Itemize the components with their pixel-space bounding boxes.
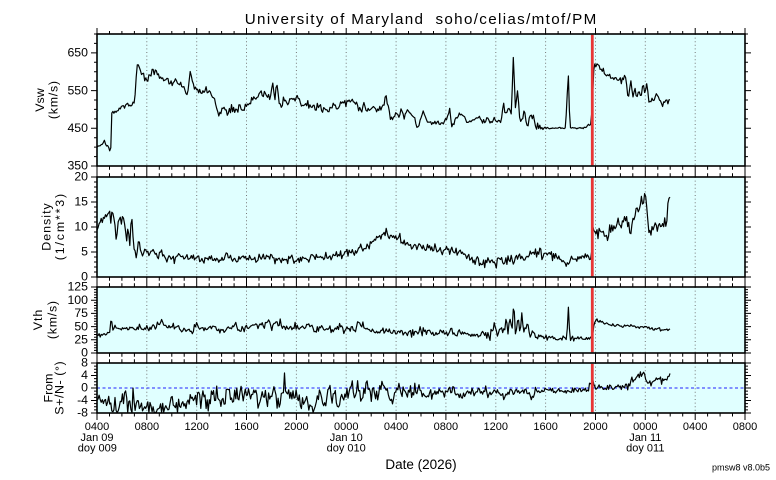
svg-text:(km/s): (km/s): [46, 301, 60, 339]
svg-text:1200: 1200: [484, 421, 508, 433]
svg-text:20: 20: [74, 170, 88, 184]
svg-text:25: 25: [74, 333, 88, 347]
svg-text:0400: 0400: [683, 421, 707, 433]
svg-text:Density: Density: [40, 202, 54, 250]
svg-text:University of Maryland soho/c: University of Maryland soho/celias/mtof/…: [245, 11, 597, 28]
svg-text:350: 350: [67, 159, 88, 173]
svg-text:(1/cm**3): (1/cm**3): [53, 194, 67, 260]
svg-text:2000: 2000: [583, 421, 607, 433]
svg-text:Jan 10: Jan 10: [330, 432, 363, 444]
svg-text:50: 50: [74, 319, 88, 333]
svg-text:(km/s): (km/s): [47, 81, 61, 119]
svg-text:pmsw8 v8.0b5: pmsw8 v8.0b5: [712, 462, 770, 472]
svg-text:-4: -4: [77, 393, 88, 407]
svg-text:15: 15: [74, 195, 88, 209]
svg-text:Vsw: Vsw: [33, 88, 47, 111]
svg-text:0400: 0400: [85, 421, 109, 433]
svg-text:650: 650: [67, 46, 88, 60]
svg-text:100: 100: [67, 293, 88, 307]
svg-text:doy 009: doy 009: [78, 443, 117, 455]
svg-text:4: 4: [81, 368, 88, 382]
svg-text:0400: 0400: [384, 421, 408, 433]
svg-text:0: 0: [81, 381, 88, 395]
svg-text:1600: 1600: [234, 421, 258, 433]
svg-text:0000: 0000: [334, 421, 358, 433]
svg-text:450: 450: [67, 121, 88, 135]
svg-text:Date (2026): Date (2026): [385, 457, 456, 472]
svg-text:Jan 09: Jan 09: [80, 432, 113, 444]
svg-text:1600: 1600: [533, 421, 557, 433]
svg-text:0800: 0800: [135, 421, 159, 433]
svg-text:2000: 2000: [284, 421, 308, 433]
svg-text:1200: 1200: [184, 421, 208, 433]
svg-text:125: 125: [67, 280, 88, 294]
svg-text:0000: 0000: [633, 421, 657, 433]
svg-text:5: 5: [81, 245, 88, 259]
svg-text:doy 011: doy 011: [626, 443, 664, 455]
svg-text:Jan 11: Jan 11: [629, 432, 661, 444]
svg-text:0800: 0800: [434, 421, 458, 433]
svg-text:From: From: [42, 374, 56, 403]
svg-text:75: 75: [74, 306, 88, 320]
svg-text:0: 0: [81, 270, 88, 284]
svg-text:0: 0: [81, 346, 88, 360]
svg-text:8: 8: [81, 356, 88, 370]
svg-text:10: 10: [74, 220, 88, 234]
svg-text:0800: 0800: [733, 421, 757, 433]
svg-text:S+/N- (°): S+/N- (°): [53, 361, 67, 414]
svg-text:550: 550: [67, 83, 88, 97]
svg-text:doy 010: doy 010: [327, 443, 366, 455]
svg-text:-8: -8: [77, 406, 88, 420]
svg-text:Vth: Vth: [31, 310, 45, 331]
